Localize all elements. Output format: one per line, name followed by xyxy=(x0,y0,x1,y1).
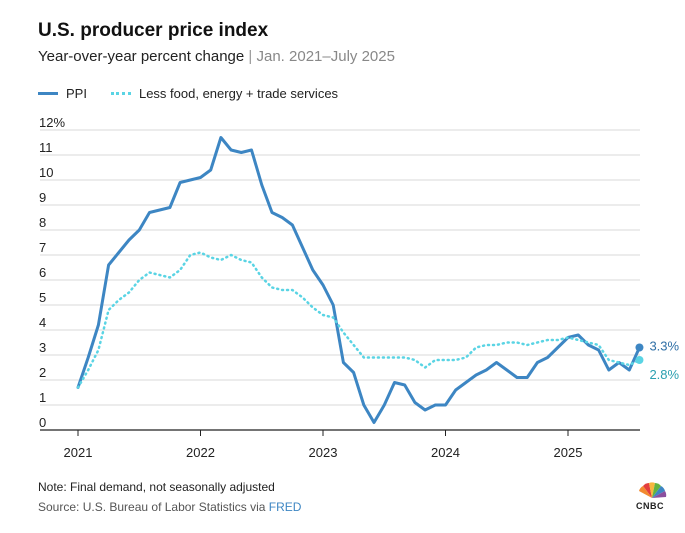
core-end-label: 2.8% xyxy=(649,367,679,382)
legend-label-core: Less food, energy + trade services xyxy=(138,86,339,101)
y-tick-label: 9 xyxy=(39,190,46,205)
legend-swatch-dotted xyxy=(110,92,131,95)
x-tick-label: 2022 xyxy=(186,445,215,460)
chart-legend: PPI Less food, energy + trade services xyxy=(38,86,362,101)
x-tick-label: 2025 xyxy=(554,445,583,460)
legend-swatch-solid xyxy=(38,92,58,95)
y-tick-label: 7 xyxy=(39,240,46,255)
chart-title: U.S. producer price index xyxy=(38,20,269,41)
ppi-end-label: 3.3% xyxy=(649,339,679,354)
subtitle-range: Jan. 2021–July 2025 xyxy=(256,48,395,65)
y-tick-label: 6 xyxy=(39,265,46,280)
y-tick-label: 3 xyxy=(39,340,46,355)
cnbc-peacock-logo-icon xyxy=(639,482,667,498)
y-tick-label: 0 xyxy=(39,415,46,430)
y-tick-label: 8 xyxy=(39,215,46,230)
legend-item-core: Less food, energy + trade services xyxy=(110,86,339,101)
y-tick-label: 1 xyxy=(39,390,46,405)
core-end-point xyxy=(635,356,644,364)
chart-source: Source: U.S. Bureau of Labor Statistics … xyxy=(38,500,301,514)
core-series-line xyxy=(76,251,641,389)
y-tick-label: 11 xyxy=(39,140,53,155)
ppi-end-point xyxy=(635,343,644,352)
legend-item-ppi: PPI xyxy=(38,86,87,101)
y-tick-label: 12% xyxy=(39,115,65,130)
y-tick-label: 4 xyxy=(39,315,46,330)
ppi-series-line xyxy=(76,136,641,424)
subtitle-separator: | xyxy=(248,48,253,65)
source-text: Source: U.S. Bureau of Labor Statistics … xyxy=(38,500,266,514)
chart-note: Note: Final demand, not seasonally adjus… xyxy=(38,480,275,494)
x-tick-label: 2021 xyxy=(64,445,93,460)
cnbc-logo-text: CNBC xyxy=(636,501,664,511)
y-tick-label: 2 xyxy=(39,365,46,380)
legend-label-ppi: PPI xyxy=(66,86,87,101)
x-tick-label: 2023 xyxy=(309,445,338,460)
y-tick-label: 5 xyxy=(39,290,46,305)
subtitle-main: Year-over-year percent change xyxy=(38,48,245,65)
y-tick-label: 10 xyxy=(39,165,53,180)
source-link[interactable]: FRED xyxy=(268,500,302,514)
x-tick-label: 2024 xyxy=(431,445,460,460)
chart-subtitle: Year-over-year percent change | Jan. 202… xyxy=(38,48,395,65)
